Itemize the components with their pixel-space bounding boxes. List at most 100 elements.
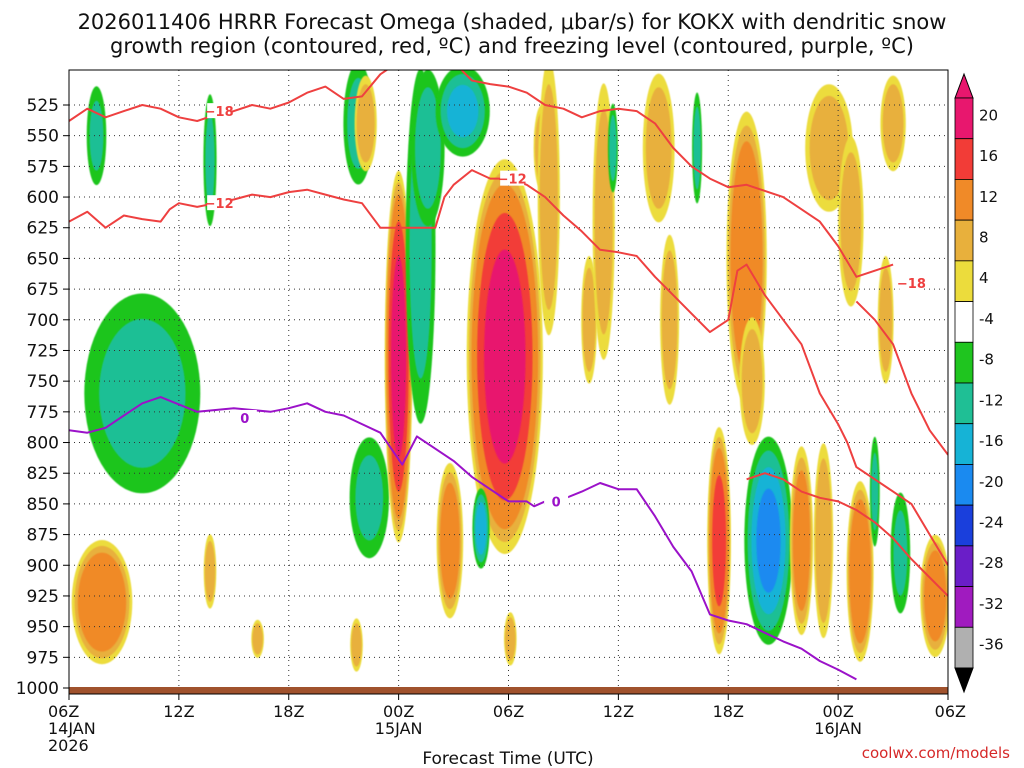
colorbar-band-6 [954, 341, 974, 384]
omega-contour-level-neg8 [871, 452, 879, 531]
omega-cell-8 [354, 75, 377, 172]
colorbar-band-12 [954, 586, 974, 628]
colorbar-band-13 [954, 626, 974, 669]
colorbar-band-7 [954, 382, 974, 425]
omega-contour-level-neg12 [447, 84, 479, 138]
colorbar-label-3: 8 [979, 229, 989, 247]
omega-contour-level-6 [741, 329, 763, 434]
x-tick-label-24-0: 06Z [493, 702, 524, 721]
dgz-lower-12-label-bg [207, 195, 232, 211]
colorbar-label-9: -20 [979, 473, 1004, 491]
dgz-upper-18-label-bg [207, 103, 232, 119]
temperature-contours: 0 0 −18 −18 −12 −12 [69, 70, 948, 681]
omega-cell-18 [504, 612, 517, 666]
omega-cell-30 [744, 436, 793, 645]
omega-cell-20 [537, 70, 560, 336]
y-tick-label-900: 900 [27, 556, 59, 576]
omega-cell-26 [692, 92, 703, 204]
omega-cell-23 [607, 103, 618, 193]
colorbar-band-3 [954, 219, 974, 262]
freezing-level-contour [69, 396, 857, 681]
omega-contour-level-8 [77, 552, 127, 652]
y-tick-label-750: 750 [27, 372, 59, 392]
omega-colorbar: 20 16 12 8 4 -4 -8 -12 -16 -20 -24 -28 -32 -36 [954, 72, 1004, 694]
colorbar-band-4 [954, 260, 974, 302]
omega-cell-39 [890, 492, 911, 614]
dgz-right-12-contour [855, 300, 948, 456]
omega-contour-level-6 [594, 108, 613, 335]
colorbar-label-4: 4 [979, 269, 989, 287]
omega-contour-level-6 [645, 87, 672, 209]
omega-cell-5 [203, 94, 217, 227]
omega-contour-level-6 [809, 95, 849, 201]
colorbar-label-11: -28 [979, 554, 1004, 572]
omega-contour-level-neg8 [89, 100, 104, 171]
dotted-gridlines [69, 70, 948, 694]
omega-cell-0 [71, 540, 133, 665]
colorbar-band-8 [954, 423, 974, 465]
omega-cell-15 [436, 463, 464, 619]
omega-contour-level-6 [505, 617, 516, 661]
colorbar-band-9 [954, 464, 974, 506]
omega-cell-14 [435, 70, 490, 157]
y-tick-label-1000: 1000 [16, 679, 59, 699]
omega-contour-level-8 [849, 499, 871, 644]
site-credit[interactable]: coolwx.com/models [861, 744, 1010, 762]
omega-contour-level-6 [252, 623, 263, 655]
omega-contour-level-neg8 [205, 113, 215, 207]
omega-contour-level-6 [840, 152, 862, 291]
omega-contour-level-12 [712, 475, 726, 607]
omega-cell-4 [203, 534, 217, 609]
x-tick-label-42-0: 00Z [822, 702, 853, 721]
omega-cell-17 [472, 488, 490, 569]
omega-contour-level-neg8 [609, 114, 617, 182]
colorbar-band-10 [954, 504, 974, 547]
x-tick-label-18-0: 00Z [383, 702, 414, 721]
y-tick-label-925: 925 [27, 587, 59, 607]
y-tick-label-825: 825 [27, 464, 59, 484]
y-tick-label-850: 850 [27, 495, 59, 515]
colorbar-band-1 [954, 138, 974, 180]
chart-title-line-1: 2026011406 HRRR Forecast Omega (shaded, … [77, 10, 947, 34]
colorbar-band-2 [954, 179, 974, 221]
freezing-level-label: 0 [240, 412, 249, 427]
colorbar-band-11 [954, 545, 974, 587]
y-tick-label-800: 800 [27, 434, 59, 454]
freezing-level-label: 0 [552, 495, 561, 510]
x-tick-label-6-0: 12Z [163, 702, 194, 721]
x-tick-label-48-0: 06Z [935, 702, 966, 721]
freezing-level-label-bg [544, 493, 569, 509]
colorbar-band-5 [954, 301, 974, 343]
colorbar-top-extension [954, 72, 974, 99]
omega-cell-27 [707, 427, 731, 655]
colorbar-label-12: -32 [979, 595, 1004, 613]
omega-contour-level-8 [730, 141, 763, 376]
omega-contour-level-6 [539, 84, 558, 310]
omega-cell-33 [838, 136, 864, 307]
x-tick-label-42-1: 16JAN [814, 719, 862, 738]
terrain-fill [69, 687, 948, 694]
omega-cell-6 [251, 619, 264, 659]
omega-cell-34 [813, 443, 834, 639]
y-tick-label-725: 725 [27, 341, 59, 361]
omega-contour-level-neg12 [475, 502, 487, 555]
y-tick-label-700: 700 [27, 311, 59, 331]
omega-cell-9 [349, 437, 389, 559]
colorbar-label-0: 20 [979, 106, 998, 124]
omega-cell-29 [739, 317, 765, 446]
omega-cell-31 [789, 446, 814, 636]
x-tick-label-30-0: 12Z [603, 702, 634, 721]
y-tick-label-650: 650 [27, 249, 59, 269]
y-tick-label-875: 875 [27, 526, 59, 546]
dgz-lower-12-label: −12 [205, 197, 234, 212]
colorbar-label-6: -8 [979, 351, 994, 369]
dgz-upper-18-label: −18 [897, 277, 926, 292]
omega-contour-level-6 [356, 84, 375, 163]
y-tick-label-975: 975 [27, 648, 59, 668]
dgz-upper-18-label: −18 [205, 105, 234, 120]
colorbar-label-1: 16 [979, 147, 998, 165]
omega-contour-level-16 [391, 255, 407, 458]
omega-cell-2 [84, 293, 201, 494]
